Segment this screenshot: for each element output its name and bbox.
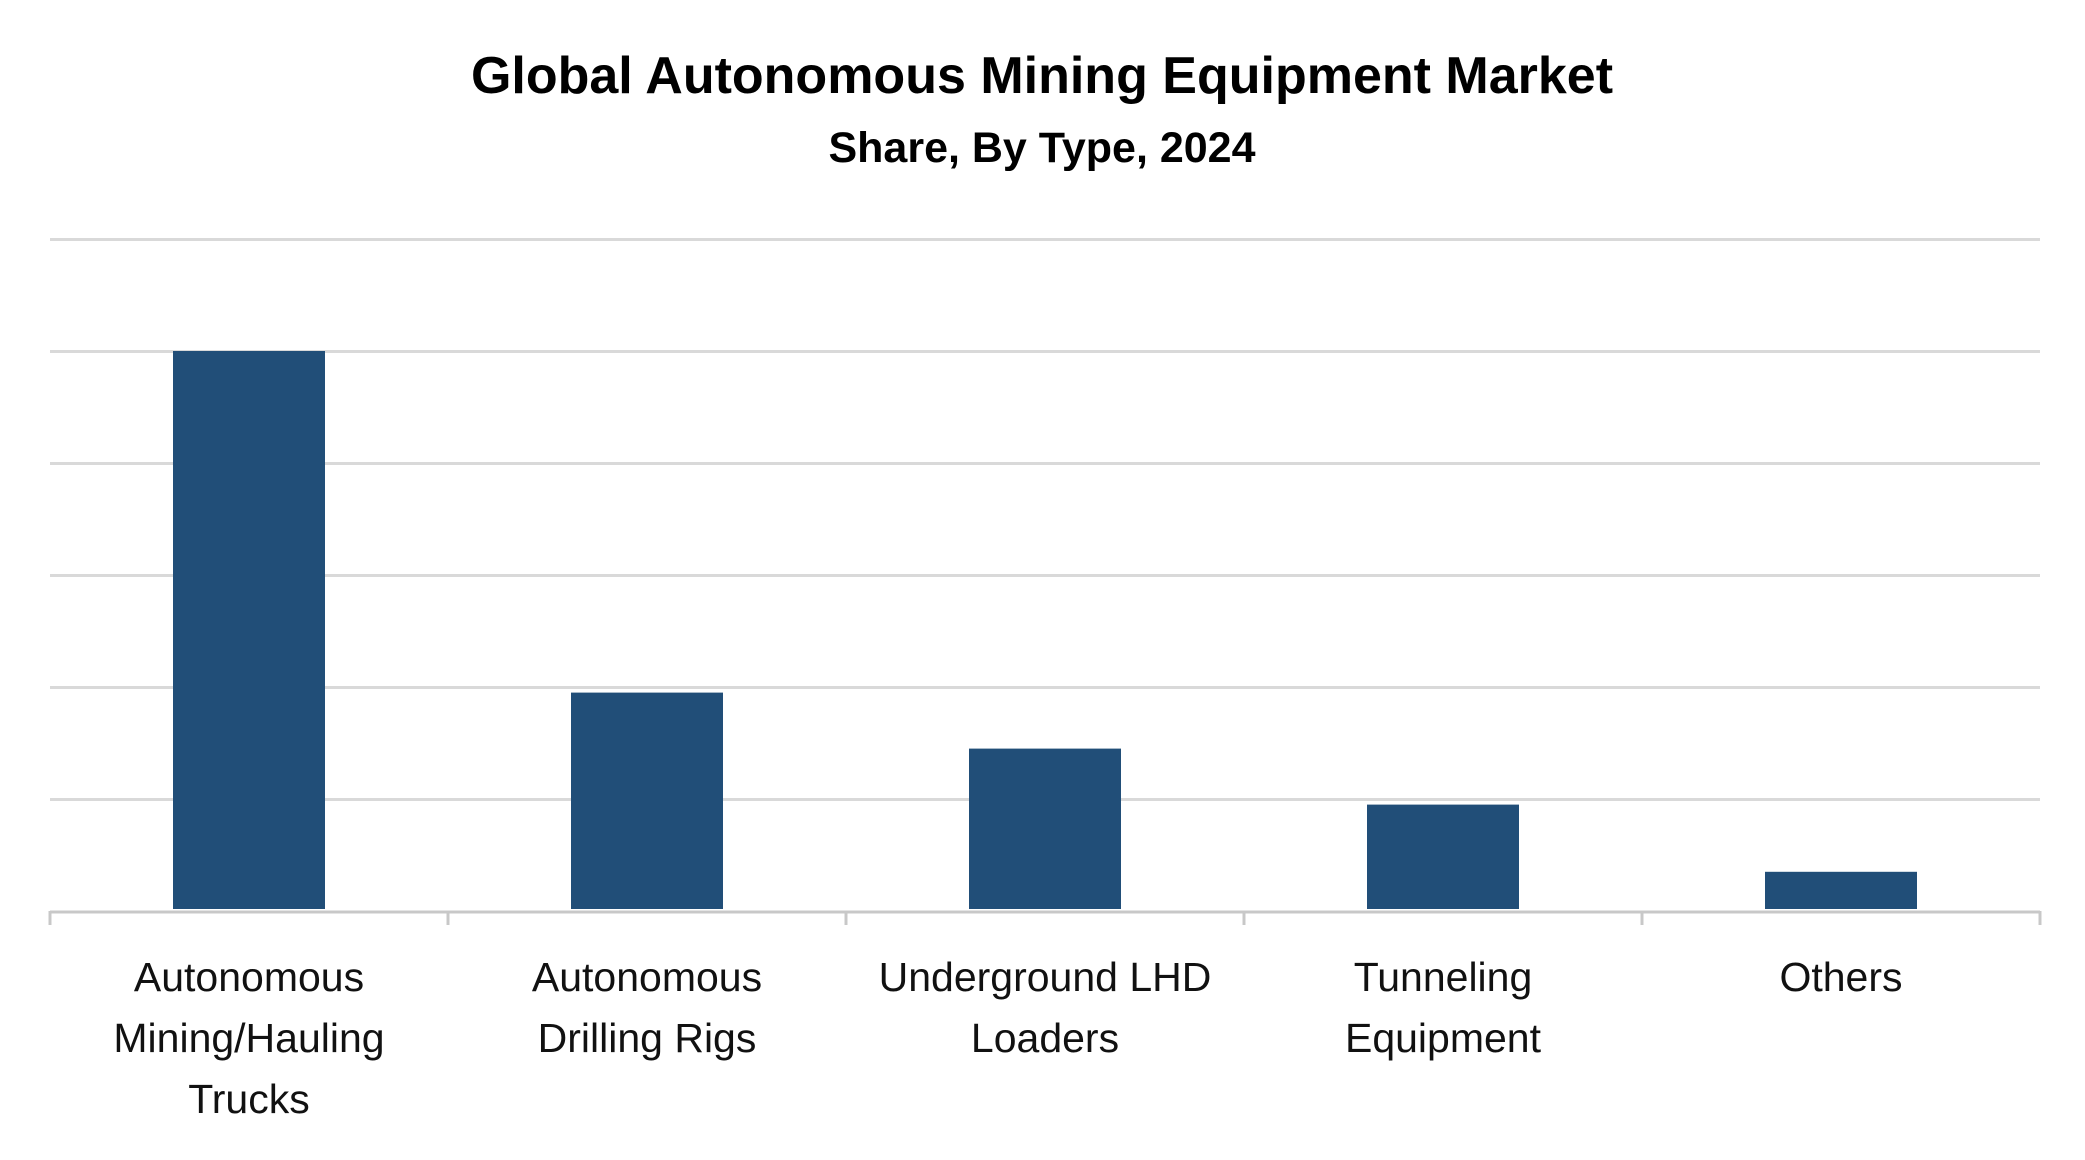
category-label-0-line-1: Mining/Hauling xyxy=(113,1015,384,1061)
category-label-0: Autonomous Mining/Hauling Trucks xyxy=(113,954,384,1122)
category-label-0-line-0: Autonomous xyxy=(134,954,364,1000)
category-label-0-line-2: Trucks xyxy=(188,1076,309,1122)
category-labels: Autonomous Mining/Hauling TrucksAutonomous… xyxy=(113,954,1902,1122)
category-label-4: Others xyxy=(1779,954,1902,1000)
category-label-3: Tunneling Equipment xyxy=(1345,954,1542,1061)
bar-3 xyxy=(1367,804,1519,909)
chart-title: Global Autonomous Mining Equipment Marke… xyxy=(471,47,1613,105)
bar-1 xyxy=(571,692,723,909)
category-label-3-line-1: Equipment xyxy=(1345,1015,1542,1061)
chart-subtitle: Share, By Type, 2024 xyxy=(828,124,1255,172)
category-label-1-line-0: Autonomous xyxy=(532,954,762,1000)
category-label-4-line-0: Others xyxy=(1779,954,1902,1000)
gridlines xyxy=(50,238,2040,801)
category-label-2: Underground LHD Loaders xyxy=(879,954,1212,1061)
category-label-2-line-1: Loaders xyxy=(971,1015,1119,1061)
bar-0 xyxy=(173,351,325,909)
category-label-3-line-0: Tunneling xyxy=(1354,954,1533,1000)
category-label-2-line-0: Underground LHD xyxy=(879,954,1212,1000)
category-label-1-line-1: Drilling Rigs xyxy=(538,1015,757,1061)
x-axis xyxy=(48,910,2042,925)
bar-4 xyxy=(1765,871,1917,909)
category-label-1: Autonomous Drilling Rigs xyxy=(532,954,762,1061)
bar-2 xyxy=(969,748,1121,909)
bars xyxy=(173,351,1917,909)
